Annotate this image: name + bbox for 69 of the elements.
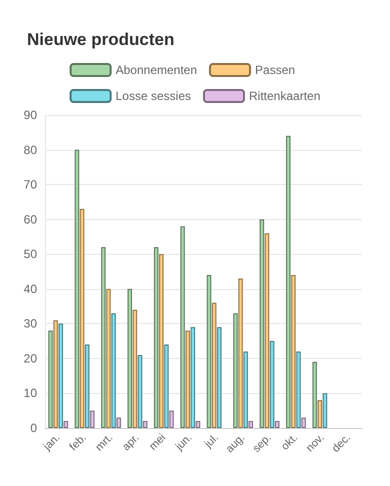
legend-label: Abonnementen xyxy=(116,63,198,77)
bar xyxy=(196,421,200,428)
bar xyxy=(217,327,222,428)
bar xyxy=(142,421,148,428)
bar xyxy=(159,254,164,428)
bar xyxy=(212,302,216,428)
chart-title: Nieuwe producten xyxy=(27,30,174,49)
bar xyxy=(84,344,90,428)
bar xyxy=(58,324,63,428)
x-tick-label: feb. xyxy=(67,432,89,454)
y-tick-label: 10 xyxy=(24,386,38,400)
bar xyxy=(64,421,68,428)
bar xyxy=(312,362,317,428)
y-tick-label: 60 xyxy=(24,212,38,226)
y-tick-label: 0 xyxy=(30,421,38,435)
bar xyxy=(190,327,196,428)
bar xyxy=(274,421,280,428)
bar xyxy=(116,418,121,428)
bar xyxy=(132,310,138,428)
x-tick-label: aug. xyxy=(224,432,248,456)
bar xyxy=(291,274,296,428)
x-tick-label: apr. xyxy=(120,432,142,454)
bar xyxy=(138,354,142,428)
legend-label: Passen xyxy=(255,63,296,77)
y-tick-label: 70 xyxy=(24,178,38,192)
x-tick-label: mei xyxy=(147,432,168,453)
bar xyxy=(301,418,306,428)
bar xyxy=(111,313,116,428)
bar xyxy=(318,400,322,428)
bar xyxy=(248,421,254,428)
bar xyxy=(238,278,243,428)
y-tick-label: 90 xyxy=(24,108,38,122)
bar xyxy=(270,341,274,428)
bar xyxy=(180,226,185,428)
bar xyxy=(101,247,106,428)
bar xyxy=(80,208,84,428)
bar xyxy=(106,288,111,428)
x-tick-label: sep. xyxy=(250,432,274,455)
y-tick-label: 50 xyxy=(24,247,38,262)
bar xyxy=(169,410,174,428)
bar xyxy=(154,247,158,428)
bar xyxy=(296,351,301,428)
y-tick-label: 30 xyxy=(24,316,38,331)
bar xyxy=(48,330,53,428)
bar xyxy=(53,320,58,428)
x-tick-label: jan. xyxy=(40,432,62,454)
bar xyxy=(322,393,328,428)
legend-label: Losse sessies xyxy=(116,89,192,103)
x-tick-label: jul. xyxy=(202,432,221,451)
legend-label: Rittenkaarten xyxy=(249,89,320,103)
bar xyxy=(260,219,264,428)
y-tick-label: 20 xyxy=(24,351,38,366)
bar xyxy=(233,313,238,428)
x-tick-label: nov. xyxy=(304,432,327,454)
x-tick-label: mrt. xyxy=(93,432,116,454)
bar xyxy=(186,330,190,428)
y-tick-label: 80 xyxy=(24,142,38,157)
x-tick-label: dec. xyxy=(330,432,354,455)
bar xyxy=(243,351,248,428)
bar xyxy=(264,233,270,428)
bar xyxy=(74,150,80,428)
x-tick-label: jun. xyxy=(172,432,195,454)
bar xyxy=(286,136,291,428)
bar xyxy=(90,410,95,428)
bar xyxy=(128,288,132,428)
bar xyxy=(206,274,212,428)
y-tick-label: 40 xyxy=(24,282,38,296)
bar xyxy=(164,344,169,428)
x-tick-label: okt. xyxy=(279,432,300,453)
